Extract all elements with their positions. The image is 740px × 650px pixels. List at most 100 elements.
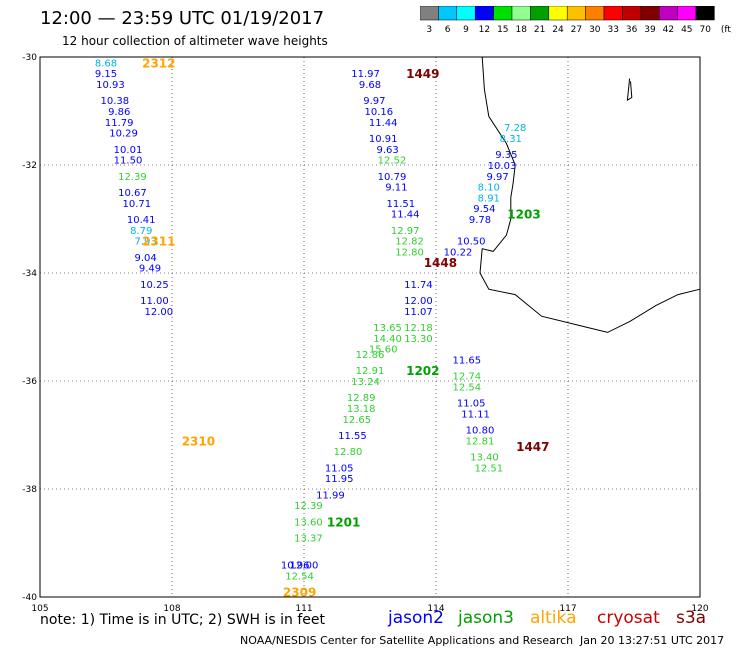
colorbar-label: (ft) [721,25,732,35]
legend-jason2: jason2 [388,608,444,628]
wave-height-value: 9.15 [95,69,117,80]
colorbar-label: 36 [626,25,638,35]
legend-cryosat: cryosat [597,608,660,628]
y-tick-label: -36 [22,377,37,387]
footer-note: note: 1) Time is in UTC; 2) SWH is in fe… [40,612,326,628]
wave-height-value: 9.78 [469,215,491,226]
wave-height-value: 13.30 [404,334,433,345]
wave-height-value: 9.63 [376,145,398,156]
x-tick-label: 108 [163,604,180,614]
wave-height-value: 10.67 [118,188,147,199]
generation-timestamp: Jan 20 13:27:51 UTC 2017 [580,634,725,647]
wave-height-value: 12.80 [395,247,424,258]
wave-height-value: 10.25 [140,280,169,291]
wave-height-value: 12.91 [356,366,385,377]
wave-height-value: 14.40 [373,334,402,345]
wave-height-value: 15.60 [369,345,398,356]
pass-time-label: 1201 [327,515,360,529]
colorbar-swatch [695,6,715,21]
wave-height-value: 11.44 [391,210,420,221]
wave-height-value: 10.29 [109,129,138,140]
wave-height-value: 12.89 [347,393,376,404]
pass-time-label: 1448 [424,256,457,270]
plot-frame [39,56,701,598]
wave-height-value: 12.65 [342,415,371,426]
wave-height-value: 12.39 [294,501,323,512]
colorbar-label: 6 [445,25,451,35]
legend-altika: altika [530,608,577,628]
wave-height-value: 7.28 [504,123,526,134]
wave-height-value: 13.65 [373,323,402,334]
wave-height-value: 10.80 [466,426,495,437]
wave-height-value: 8.79 [130,226,152,237]
wave-height-value: 13.60 [294,517,323,528]
wave-height-value: 10.50 [457,237,486,248]
y-tick-label: -40 [22,593,37,603]
wave-height-value: 13.40 [470,453,499,464]
wave-height-value: 11.97 [351,69,380,80]
x-tick-label: 105 [31,604,48,614]
legend-jason3: jason3 [458,608,514,628]
pass-time-label: 2310 [182,434,215,448]
x-tick-label: 111 [295,604,312,614]
wave-height-value: 12.39 [118,172,147,183]
wave-height-value: 10.03 [488,161,517,172]
x-tick-label: 114 [427,604,444,614]
wave-height-value: 11.95 [325,474,354,485]
pass-time-label: 1202 [406,364,439,378]
chart-title: 12:00 — 23:59 UTC 01/19/2017 [40,8,325,29]
colorbar-label: 70 [699,25,711,35]
wave-height-value: 13.24 [351,377,380,388]
wave-height-value: 11.65 [452,355,481,366]
pass-time-label: 2309 [283,586,316,600]
wave-height-value: 8.68 [95,58,117,69]
wave-height-value: 11.05 [457,399,486,410]
wave-height-value: 10.96 [281,561,310,572]
colorbar-label: 27 [571,25,582,35]
wave-height-value: 9.11 [385,183,407,194]
wave-height-value: 10.22 [444,247,473,258]
wave-height-value: 9.68 [359,80,381,91]
wave-height-value: 9.49 [139,264,161,275]
island-outline [626,78,633,102]
wave-height-value: 12.54 [452,382,481,393]
wave-height-value: 9.97 [486,172,508,183]
pass-time-label: 1447 [516,440,549,454]
wave-height-value: 10.91 [369,134,398,145]
wave-height-value: 12.52 [378,156,407,167]
colorbar-label: 21 [534,25,545,35]
colorbar-label: 18 [515,25,527,35]
wave-height-value: 12.00 [144,307,173,318]
pass-time-label: 2312 [142,56,175,70]
colorbar-label: 33 [607,25,618,35]
pass-time-label: 1203 [507,208,540,222]
wave-height-value: 12.86 [356,350,385,361]
wave-height-value: 10.93 [96,80,125,91]
x-tick-label: 120 [691,604,708,614]
wave-height-value: 12.97 [391,226,420,237]
pass-time-label: 2311 [142,235,175,249]
wave-height-value: 12.82 [395,237,424,248]
wave-height-value: 12.80 [334,447,363,458]
wave-height-value: 12.54 [285,571,314,582]
wave-height-value: 12.74 [452,372,481,383]
y-tick-label: -30 [22,53,37,63]
wave-height-value: 10.38 [100,96,129,107]
credit-line: NOAA/NESDIS Center for Satellite Applica… [240,634,574,647]
wave-height-value: 11.11 [461,409,490,420]
wave-height-value: 10.16 [364,107,393,118]
y-tick-label: -34 [22,269,37,279]
wave-height-value: 11.05 [325,463,354,474]
wave-height-value: 9.86 [108,107,130,118]
wave-height-value: 10.01 [114,145,143,156]
colorbar-label: 45 [681,25,692,35]
wave-height-value: 12.00 [290,561,319,572]
wave-height-value: 9.04 [134,253,156,264]
colorbar-label: 24 [552,25,564,35]
wave-height-value: 8.10 [478,183,500,194]
wave-height-value: 12.18 [404,323,433,334]
wave-height-value: 9.97 [363,96,385,107]
wave-height-value: 11.44 [369,118,398,129]
colorbar-label: 9 [463,25,469,35]
wave-height-value: 11.07 [404,307,433,318]
